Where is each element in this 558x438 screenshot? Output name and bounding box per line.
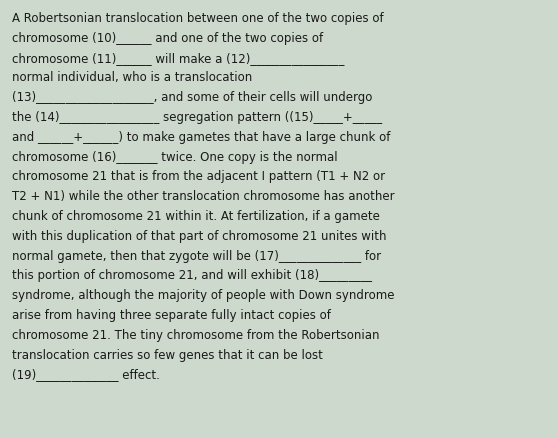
Text: this portion of chromosome 21, and will exhibit (18)_________: this portion of chromosome 21, and will … <box>12 269 372 282</box>
Text: chromosome (10)______ and one of the two copies of: chromosome (10)______ and one of the two… <box>12 32 323 45</box>
Text: normal individual, who is a translocation: normal individual, who is a translocatio… <box>12 71 252 84</box>
Text: normal gamete, then that zygote will be (17)______________ for: normal gamete, then that zygote will be … <box>12 249 381 262</box>
Text: the (14)_________________ segregation pattern ((15)_____+_____: the (14)_________________ segregation pa… <box>12 111 382 124</box>
Text: syndrome, although the majority of people with Down syndrome: syndrome, although the majority of peopl… <box>12 289 395 301</box>
Text: chromosome (11)______ will make a (12)________________: chromosome (11)______ will make a (12)__… <box>12 52 344 64</box>
Text: with this duplication of that part of chromosome 21 unites with: with this duplication of that part of ch… <box>12 229 387 242</box>
Text: (13)____________________, and some of their cells will undergo: (13)____________________, and some of th… <box>12 91 372 104</box>
Text: chromosome 21 that is from the adjacent I pattern (T1 + N2 or: chromosome 21 that is from the adjacent … <box>12 170 385 183</box>
Text: chunk of chromosome 21 within it. At fertilization, if a gamete: chunk of chromosome 21 within it. At fer… <box>12 209 380 223</box>
Text: and ______+______) to make gametes that have a large chunk of: and ______+______) to make gametes that … <box>12 131 391 144</box>
Text: arise from having three separate fully intact copies of: arise from having three separate fully i… <box>12 308 331 321</box>
Text: T2 + N1) while the other translocation chromosome has another: T2 + N1) while the other translocation c… <box>12 190 395 203</box>
Text: translocation carries so few genes that it can be lost: translocation carries so few genes that … <box>12 348 323 361</box>
Text: (19)______________ effect.: (19)______________ effect. <box>12 367 160 381</box>
Text: chromosome (16)_______ twice. One copy is the normal: chromosome (16)_______ twice. One copy i… <box>12 150 338 163</box>
Text: A Robertsonian translocation between one of the two copies of: A Robertsonian translocation between one… <box>12 12 384 25</box>
Text: chromosome 21. The tiny chromosome from the Robertsonian: chromosome 21. The tiny chromosome from … <box>12 328 379 341</box>
